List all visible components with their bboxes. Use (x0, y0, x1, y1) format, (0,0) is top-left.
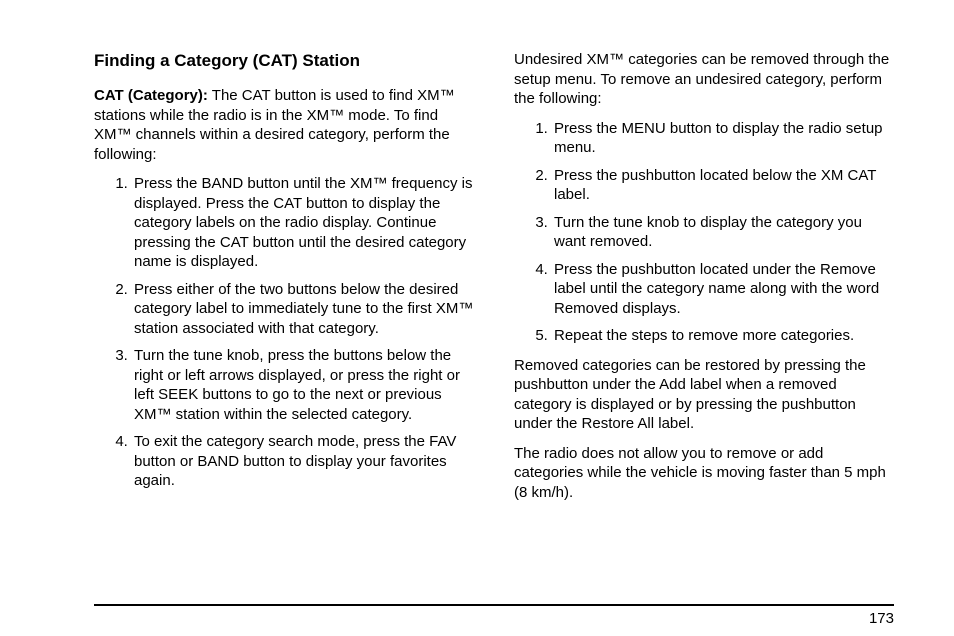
right-steps-list: Press the MENU button to display the rad… (514, 119, 894, 346)
manual-page: Finding a Category (CAT) Station CAT (Ca… (0, 0, 954, 636)
list-item: Press the MENU button to display the rad… (552, 119, 894, 158)
footer-divider (94, 604, 894, 606)
list-item: Press the BAND button until the XM™ freq… (132, 174, 474, 272)
list-item: Press the pushbutton located below the X… (552, 166, 894, 205)
page-number: 173 (869, 610, 894, 627)
right-column: Undesired XM™ categories can be removed … (514, 50, 894, 512)
left-steps-list: Press the BAND button until the XM™ freq… (94, 174, 474, 491)
list-item: Press the pushbutton located under the R… (552, 260, 894, 319)
list-item: Press either of the two buttons below th… (132, 280, 474, 339)
intro-label-bold: CAT (Category): (94, 87, 208, 104)
section-heading: Finding a Category (CAT) Station (94, 50, 474, 72)
left-column: Finding a Category (CAT) Station CAT (Ca… (94, 50, 474, 512)
list-item: Repeat the steps to remove more categori… (552, 326, 894, 346)
right-paragraph-1: Removed categories can be restored by pr… (514, 356, 894, 434)
intro-paragraph: CAT (Category): The CAT button is used t… (94, 86, 474, 164)
list-item: To exit the category search mode, press … (132, 432, 474, 491)
two-column-layout: Finding a Category (CAT) Station CAT (Ca… (94, 50, 894, 512)
right-paragraph-2: The radio does not allow you to remove o… (514, 444, 894, 503)
list-item: Turn the tune knob, press the buttons be… (132, 346, 474, 424)
page-footer: 173 (94, 604, 894, 606)
right-intro-paragraph: Undesired XM™ categories can be removed … (514, 50, 894, 109)
list-item: Turn the tune knob to display the catego… (552, 213, 894, 252)
